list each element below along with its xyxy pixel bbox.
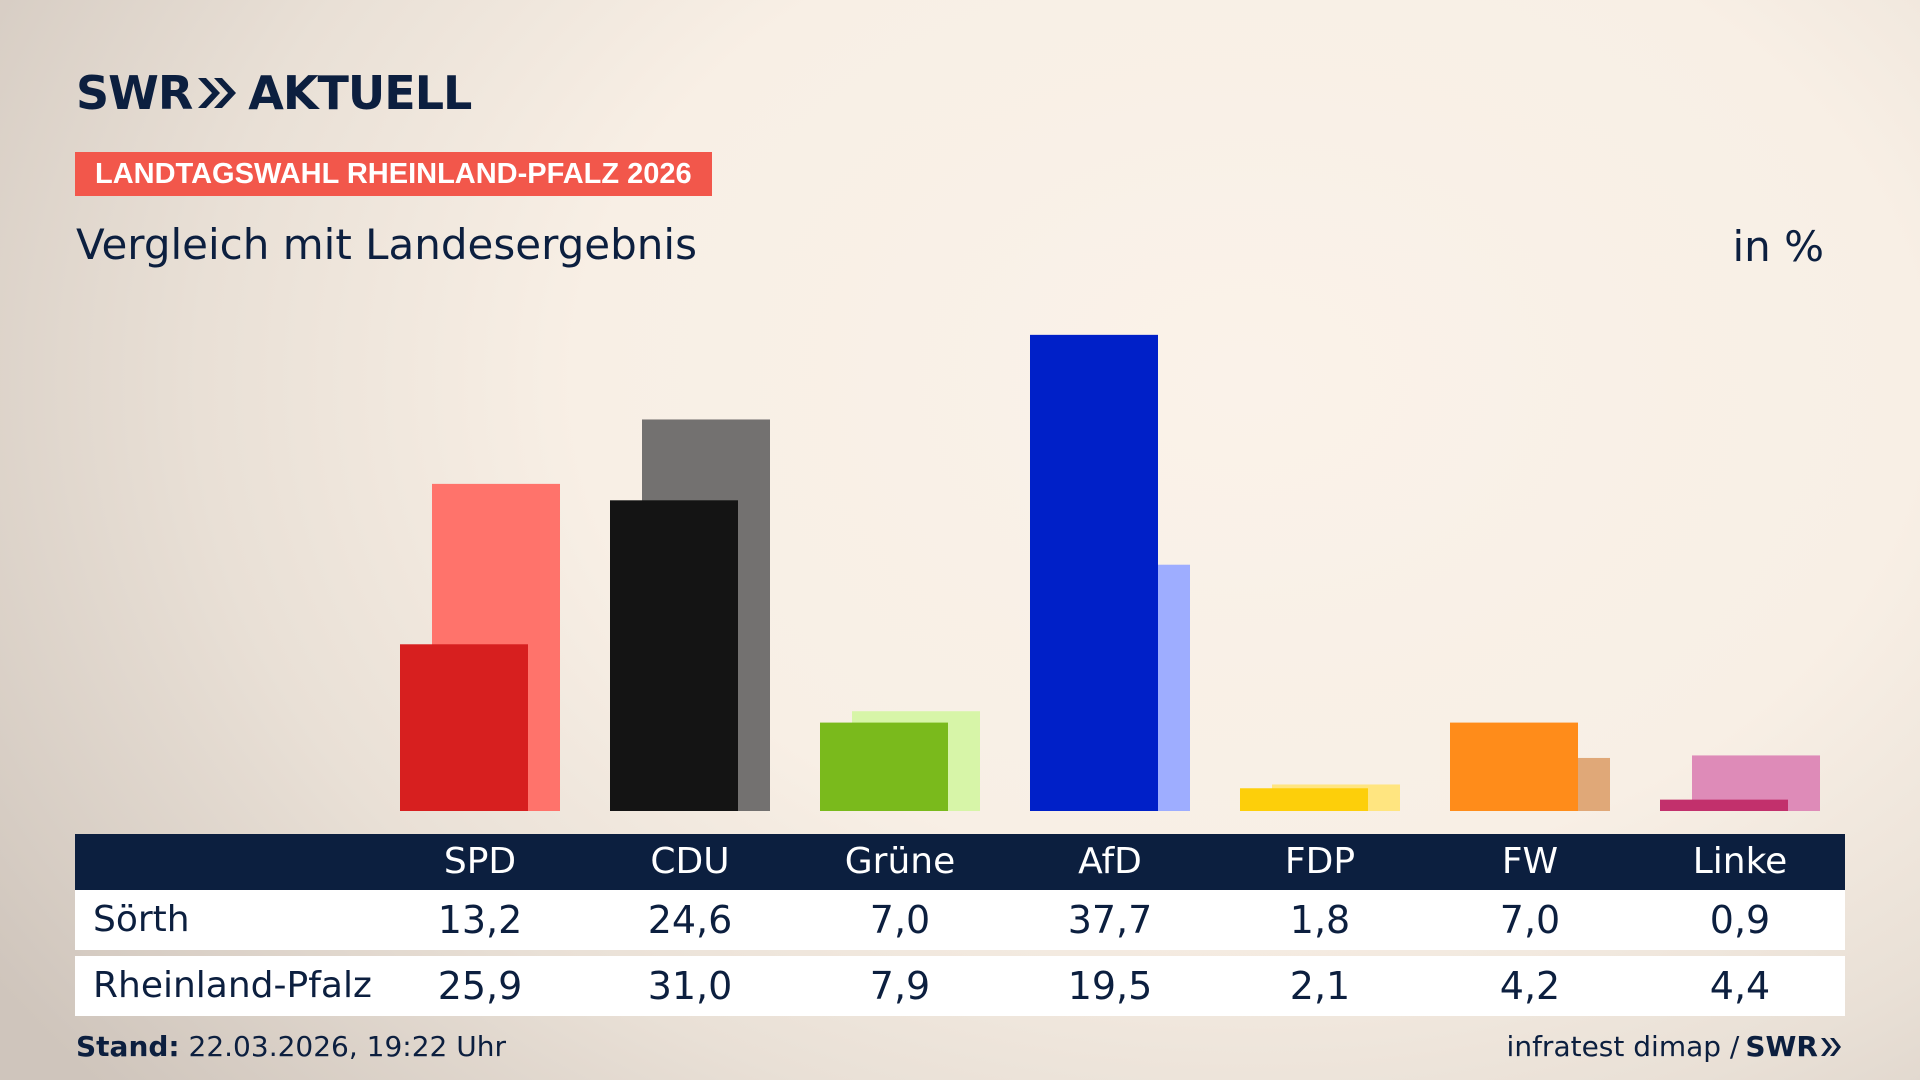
- double-chevron-icon: [1821, 1037, 1841, 1056]
- value-gruene-soerth: 7,0: [869, 898, 931, 942]
- swr-aktuell-logo: SWR AKTUELL: [76, 66, 472, 120]
- bar-cdu-soerth: [610, 500, 738, 811]
- logo-swr-text: SWR: [76, 66, 193, 120]
- logo-aktuell-text: AKTUELL: [248, 66, 472, 120]
- source-text: infratest dimap /: [1506, 1030, 1740, 1063]
- value-afd-soerth: 37,7: [1067, 898, 1153, 942]
- bar-spd-soerth: [400, 644, 528, 811]
- value-fw-rheinland-pfalz: 4,2: [1499, 964, 1561, 1008]
- value-cdu-rheinland-pfalz: 31,0: [647, 964, 733, 1008]
- stand-label: Stand:: [76, 1030, 180, 1063]
- value-fw-soerth: 7,0: [1499, 898, 1561, 942]
- table-row-soerth: Sörth 13,2 24,6 7,0 37,7 1,8 7,0 0,9: [75, 890, 1845, 950]
- source-swr-logo: SWR: [1745, 1030, 1818, 1063]
- party-label-spd: SPD: [443, 841, 517, 882]
- party-label-gruene: Grüne: [844, 841, 956, 882]
- double-chevron-icon: [198, 78, 237, 108]
- timestamp: Stand: 22.03.2026, 19:22 Uhr: [76, 1030, 506, 1063]
- value-afd-rheinland-pfalz: 19,5: [1067, 964, 1153, 1008]
- value-fdp-rheinland-pfalz: 2,1: [1289, 964, 1351, 1008]
- results-table: SPD CDU Grüne AfD FDP FW Linke Sörth 13,2 24,6 7…: [75, 834, 1845, 1016]
- row-label-rheinland-pfalz: Rheinland-Pfalz: [93, 965, 372, 1006]
- bar-linke-soerth: [1660, 799, 1788, 811]
- value-cdu-soerth: 24,6: [647, 898, 733, 942]
- unit-label: in %: [1732, 222, 1824, 271]
- bar-fdp-soerth: [1240, 788, 1368, 811]
- party-label-afd: AfD: [1078, 841, 1142, 882]
- value-gruene-rheinland-pfalz: 7,9: [869, 964, 931, 1008]
- value-fdp-soerth: 1,8: [1289, 898, 1351, 942]
- chart-subtitle: Vergleich mit Landesergebnis: [76, 220, 697, 269]
- bar-gruene-soerth: [820, 722, 948, 811]
- row-label-soerth: Sörth: [93, 899, 190, 940]
- party-label-cdu: CDU: [650, 841, 730, 882]
- stand-value: 22.03.2026, 19:22 Uhr: [188, 1030, 506, 1063]
- party-label-linke: Linke: [1692, 841, 1788, 882]
- source-credit: infratest dimap / SWR: [1507, 1030, 1844, 1063]
- value-linke-rheinland-pfalz: 4,4: [1709, 964, 1771, 1008]
- bar-fw-soerth: [1450, 722, 1578, 811]
- table-row-rheinland-pfalz: Rheinland-Pfalz 25,9 31,0 7,9 19,5 2,1 4,2 4,4: [75, 956, 1845, 1016]
- table-header: SPD CDU Grüne AfD FDP FW Linke: [75, 834, 1845, 890]
- election-badge: LANDTAGSWAHL RHEINLAND-PFALZ 2026: [75, 152, 712, 196]
- value-spd-soerth: 13,2: [437, 898, 523, 942]
- bar-afd-soerth: [1030, 334, 1158, 811]
- party-label-fdp: FDP: [1284, 841, 1356, 882]
- value-spd-rheinland-pfalz: 25,9: [437, 964, 523, 1008]
- bar-chart: [400, 334, 1820, 811]
- value-linke-soerth: 0,9: [1709, 898, 1771, 942]
- party-label-fw: FW: [1501, 841, 1559, 882]
